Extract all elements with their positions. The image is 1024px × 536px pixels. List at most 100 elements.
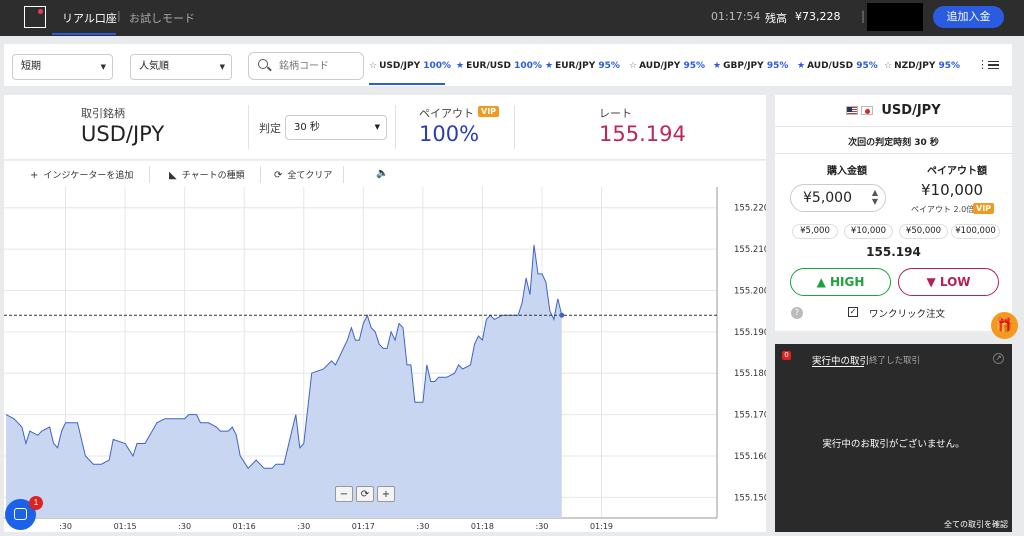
decrement-icon[interactable]: ▼ [871,197,878,206]
top-bar: リアル口座 | お試しモード 01:17:54 残高 ¥73,228 | 追加入… [0,0,1024,36]
area-chart-icon: ◣ [169,170,177,181]
amount-chip[interactable]: ¥5,000 [792,224,838,239]
zoom-reset-button[interactable]: ⟳ [356,486,374,502]
closed-trades-tab[interactable]: 終了した取引 [869,356,921,366]
sort-select-value: 人気順 [139,61,169,72]
zoom-in-button[interactable]: + [377,486,395,502]
zoom-controls: − ⟳ + [335,486,395,502]
payout-amount-value: ¥10,000 [921,181,984,199]
chat-button[interactable]: 1 [5,496,43,530]
pair-tab-payout: 100% [514,61,542,71]
payout-amount-label: ペイアウト額 [927,166,987,177]
amount-chip[interactable]: ¥50,000 [899,224,948,239]
star-outline-icon[interactable]: ☆ [629,61,638,71]
view-all-trades-link[interactable]: 全ての取引を確認 [944,520,1008,529]
star-filled-icon[interactable]: ★ [456,61,465,71]
chart-type-button[interactable]: ◣ チャートの種類 [169,168,245,181]
add-indicator-button[interactable]: + インジケーターを追加 [30,168,133,181]
zoom-out-button[interactable]: − [335,486,353,502]
trade-pair-title: USD/JPY [775,103,1012,118]
sound-toggle[interactable]: 🔈 [376,168,393,179]
deposit-button[interactable]: 追加入金 [933,6,1004,28]
period-select[interactable]: 短期 ▼ [12,54,113,80]
triangle-down-icon: ▼ [926,275,940,289]
pair-tab-payout: 95% [766,61,789,71]
pair-tab-payout: 95% [683,61,705,71]
clear-all-label: 全てクリア [287,171,333,181]
divider [248,105,249,149]
payout-label: ペイアウト [419,107,474,120]
price-area-fill [6,244,562,518]
high-button[interactable]: ▲ HIGH [790,268,891,296]
judge-label: 判定 [259,122,281,135]
rate-value: 155.194 [599,122,686,146]
amount-chip[interactable]: ¥100,000 [951,224,1000,239]
pair-tab-eurjpy[interactable]: ★ EUR/JPY 95% [545,61,620,71]
divider [260,166,261,183]
judge-time-select[interactable]: 30 秒 ▼ [285,115,387,140]
amount-label: 購入金額 [827,166,867,177]
x-tick-label: :30 [536,522,549,531]
price-chart-svg[interactable]: 155.220 155.210 155.200 155.190 155.180 155.1… [4,187,766,532]
amount-chip[interactable]: ¥10,000 [844,224,893,239]
refresh-icon: ⟳ [274,170,283,181]
vip-badge: VIP [973,203,995,214]
high-label: HIGH [830,275,865,289]
symbol-search-input[interactable] [279,58,359,74]
star-filled-icon[interactable]: ★ [545,61,554,71]
gift-icon[interactable]: 🎁 [991,312,1018,339]
pair-tab-usdjpy[interactable]: ☆ USD/JPY 100% [369,61,451,71]
x-tick-label: 01:17 [352,522,375,531]
oneclick-label: ワンクリック注文 [869,309,946,320]
symbol-label: 取引銘柄 [81,107,125,120]
real-account-tab[interactable]: リアル口座 [62,12,117,25]
oneclick-checkbox[interactable]: ✓ [848,307,858,317]
divider [775,126,1012,127]
star-filled-icon[interactable]: ★ [713,61,722,71]
pair-tab-audusd[interactable]: ★ AUD/USD 95% [797,61,878,71]
help-icon[interactable]: ? [791,307,803,319]
y-tick-label: 155.150 [734,493,766,503]
filter-bar: 短期 ▼ 人気順 ▼ ☆USD/JPY 100% ★EUR/USD 100% ★… [4,44,1012,86]
active-trades-tab[interactable]: 実行中の取引 [812,356,870,367]
trade-count-badge: 0 [782,351,791,360]
increment-icon[interactable]: ▲ [871,188,878,197]
menu-icon[interactable] [988,61,999,69]
x-tick-label: :30 [297,522,310,531]
vip-badge: VIP [478,106,500,117]
pair-tab-payout: 95% [938,61,961,71]
amount-stepper[interactable]: ▲ ▼ [872,188,878,206]
sort-select[interactable]: 人気順 ▼ [130,54,232,80]
amount-input[interactable]: ¥5,000 ▲ ▼ [790,184,886,212]
low-label: LOW [939,275,971,289]
rate-label: レート [599,107,632,120]
price-chart[interactable]: 155.220 155.210 155.200 155.190 155.180 155.1… [4,187,766,532]
logo-icon[interactable] [24,6,46,28]
pair-tab-eurusd[interactable]: ★ EUR/USD 100% [456,61,542,71]
balance-value: ¥73,228 [795,10,841,23]
external-link-icon[interactable]: ↗ [993,353,1004,364]
clear-all-button[interactable]: ⟳ 全てクリア [274,168,332,181]
y-tick-label: 155.210 [734,245,766,255]
active-tab-indicator [812,366,864,367]
more-vertical-icon[interactable]: ⋮ [977,58,988,71]
demo-mode-tab[interactable]: お試しモード [129,12,195,25]
star-filled-icon[interactable]: ★ [797,61,806,71]
star-outline-icon[interactable]: ☆ [884,61,893,71]
low-button[interactable]: ▼ LOW [898,268,999,296]
pair-tab-nzdjpy[interactable]: ☆ NZD/JPY 95% [884,61,960,71]
pair-tab-gbpjpy[interactable]: ★ GBP/JPY 95% [713,61,788,71]
chart-toolbar: + インジケーターを追加 ◣ チャートの種類 ⟳ 全てクリア 🔈 [4,160,766,187]
star-outline-icon[interactable]: ☆ [369,61,378,71]
pair-tab-audjpy[interactable]: ☆ AUD/JPY 95% [629,61,705,71]
next-judge-time: 次回の判定時刻 30 秒 [848,138,939,148]
x-tick-label: :30 [416,522,429,531]
judge-time-value: 30 秒 [294,122,320,133]
y-tick-label: 155.170 [734,411,766,421]
x-tick-label: 01:16 [233,522,256,531]
divider [149,166,150,183]
price-line [5,244,563,470]
y-tick-label: 155.220 [734,204,766,214]
trade-pair-name: USD/JPY [881,103,941,118]
amount-value: ¥5,000 [803,190,852,206]
